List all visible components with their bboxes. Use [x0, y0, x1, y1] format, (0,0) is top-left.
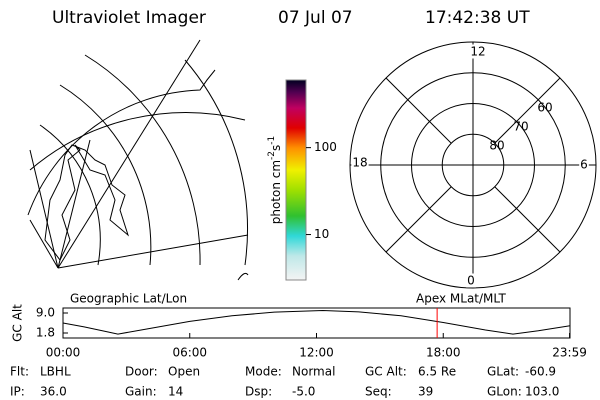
y-tick-label: 9.0	[36, 306, 55, 320]
label-bg	[579, 157, 589, 172]
exp: -2	[267, 151, 277, 160]
field-label: Mode:	[245, 365, 282, 379]
colorbar	[285, 79, 307, 281]
x-tick-label: 00:00	[46, 346, 81, 360]
field-value: 103.0	[525, 385, 559, 399]
lat-label: 70	[513, 119, 528, 133]
unit: s	[269, 145, 283, 151]
tick-label: 100	[314, 140, 337, 154]
map	[27, 39, 249, 281]
field-label: Flt:	[10, 365, 29, 379]
field-label: Dsp:	[245, 385, 272, 399]
field-value: Open	[168, 365, 200, 379]
field-value: 36.0	[40, 385, 67, 399]
spoke	[494, 77, 561, 144]
date: 07 Jul 07	[278, 8, 353, 28]
colorbar-label: photon cm-2s-1	[267, 136, 283, 225]
x-tick-label: 12:00	[299, 346, 334, 360]
field-label: GLon:	[487, 385, 522, 399]
hour-label: 12	[470, 45, 485, 59]
x-tick-label: 23:59	[552, 346, 587, 360]
label-bg	[469, 44, 487, 59]
spoke	[494, 186, 561, 253]
y-label: GC Alt	[11, 304, 25, 342]
label-bg	[466, 273, 476, 288]
field-value: 6.5 Re	[418, 365, 456, 379]
spoke	[385, 77, 452, 144]
unit: photon cm	[269, 160, 283, 224]
field-value: 14	[168, 385, 183, 399]
field-label: Gain:	[125, 385, 157, 399]
label-bg	[351, 155, 369, 170]
field-label: Door:	[125, 365, 158, 379]
spoke	[385, 186, 452, 253]
field-label: Seq:	[365, 385, 392, 399]
x-tick-label: 18:00	[426, 346, 461, 360]
hour-label: 6	[580, 158, 588, 172]
hour-label: 18	[352, 156, 367, 170]
title: Ultraviolet Imager	[52, 8, 206, 28]
field-label: IP:	[10, 385, 25, 399]
y-tick-label: 1.8	[36, 326, 55, 340]
chart-title: Geographic Lat/Lon	[70, 292, 187, 306]
x-tick-label: 06:00	[172, 346, 207, 360]
hour-label: 0	[467, 274, 475, 288]
field-value: -60.9	[525, 365, 556, 379]
field-label: GLat:	[487, 365, 519, 379]
lat-label: 80	[489, 138, 504, 152]
altitude-line	[62, 309, 571, 335]
field-value: -5.0	[292, 385, 315, 399]
field-value: 39	[418, 385, 433, 399]
exp: -1	[267, 136, 277, 145]
field-value: Normal	[292, 365, 335, 379]
chart-subtitle: Apex MLat/MLT	[416, 292, 506, 306]
tick-label: 10	[314, 227, 329, 241]
lat-label: 60	[537, 100, 552, 114]
time: 17:42:38 UT	[425, 8, 530, 28]
field-label: GC Alt:	[365, 365, 407, 379]
field-value: LBHL	[40, 365, 71, 379]
